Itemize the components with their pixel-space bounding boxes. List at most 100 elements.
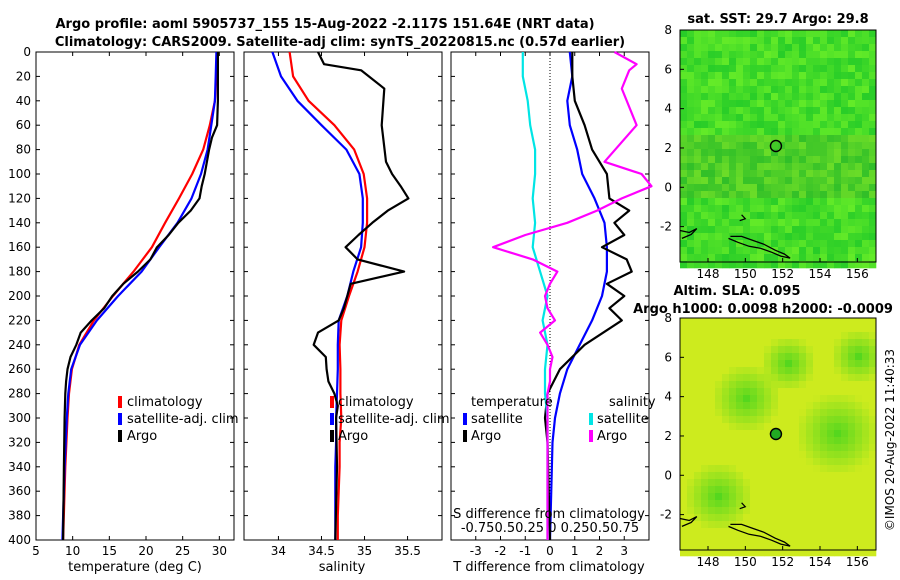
- heatmap-cell: [708, 135, 716, 143]
- heatmap-cell: [778, 549, 786, 557]
- heatmap-cell: [729, 374, 737, 382]
- heatmap-cell: [694, 114, 702, 122]
- heatmap-cell: [722, 184, 730, 192]
- heatmap-cell: [771, 149, 779, 157]
- heatmap-cell: [743, 521, 751, 529]
- heatmap-cell: [855, 409, 863, 417]
- heatmap-cell: [862, 458, 870, 466]
- legend-satellite-label: satellite-adj. clim: [127, 412, 239, 427]
- heatmap-cell: [722, 395, 730, 403]
- heatmap-cell: [757, 212, 765, 220]
- heatmap-cell: [771, 486, 779, 494]
- heatmap-cell: [729, 479, 737, 487]
- heatmap-cell: [694, 521, 702, 529]
- heatmap-cell: [785, 128, 793, 136]
- heatmap-cell: [820, 142, 828, 150]
- heatmap-cell: [827, 528, 835, 536]
- heatmap-cell: [834, 191, 842, 199]
- heatmap-cell: [792, 332, 800, 340]
- heatmap-cell: [771, 219, 779, 227]
- heatmap-cell: [708, 381, 716, 389]
- heatmap-cell: [820, 37, 828, 45]
- heatmap-cell: [694, 486, 702, 494]
- heatmap-cell: [771, 549, 779, 557]
- heatmap-cell: [785, 493, 793, 501]
- heatmap-cell: [855, 458, 863, 466]
- heatmap-cell: [862, 233, 870, 241]
- heatmap-cell: [757, 367, 765, 375]
- heatmap-cell: [841, 360, 849, 368]
- heatmap-cell: [736, 535, 744, 543]
- heatmap-cell: [855, 170, 863, 178]
- heatmap-cell: [750, 44, 758, 52]
- heatmap-cell: [715, 451, 723, 459]
- map-y-tick-label: 0: [664, 468, 672, 482]
- heatmap-cell: [834, 535, 842, 543]
- heatmap-cell: [757, 191, 765, 199]
- heatmap-cell: [778, 535, 786, 543]
- heatmap-cell: [694, 86, 702, 94]
- heatmap-cell: [841, 191, 849, 199]
- heatmap-cell: [855, 472, 863, 480]
- heatmap-cell: [806, 430, 814, 438]
- heatmap-cell: [848, 233, 856, 241]
- heatmap-cell: [722, 86, 730, 94]
- heatmap-cell: [736, 93, 744, 101]
- heatmap-cell: [841, 493, 849, 501]
- heatmap-cell: [750, 177, 758, 185]
- heatmap-cell: [708, 430, 716, 438]
- heatmap-cell: [743, 212, 751, 220]
- heatmap-cell: [834, 100, 842, 108]
- heatmap-cell: [701, 388, 709, 396]
- heatmap-cell: [827, 521, 835, 529]
- heatmap-cell: [736, 381, 744, 389]
- heatmap-cell: [701, 416, 709, 424]
- heatmap-cell: [841, 451, 849, 459]
- heatmap-cell: [722, 332, 730, 340]
- heatmap-cell: [813, 219, 821, 227]
- heatmap-cell: [855, 353, 863, 361]
- heatmap-cell: [736, 198, 744, 206]
- heatmap-cell: [715, 79, 723, 87]
- heatmap-cell: [680, 318, 688, 326]
- heatmap-cell: [729, 507, 737, 515]
- heatmap-cell: [701, 444, 709, 452]
- heatmap-cell: [827, 451, 835, 459]
- heatmap-cell: [708, 219, 716, 227]
- heatmap-cell: [715, 465, 723, 473]
- heatmap-cell: [757, 542, 765, 550]
- heatmap-cell: [813, 156, 821, 164]
- heatmap-cell: [729, 149, 737, 157]
- heatmap-cell: [680, 233, 688, 241]
- heatmap-cell: [757, 402, 765, 410]
- heatmap-cell: [813, 318, 821, 326]
- heatmap-cell: [708, 374, 716, 382]
- heatmap-cell: [743, 486, 751, 494]
- heatmap-cell: [834, 58, 842, 66]
- heatmap-cell: [813, 51, 821, 59]
- heatmap-cell: [743, 465, 751, 473]
- heatmap-cell: [848, 493, 856, 501]
- heatmap-cell: [771, 170, 779, 178]
- heatmap-cell: [701, 37, 709, 45]
- heatmap-cell: [715, 58, 723, 66]
- heatmap-cell: [820, 51, 828, 59]
- heatmap-cell: [771, 58, 779, 66]
- heatmap-cell: [862, 479, 870, 487]
- heatmap-cell: [834, 381, 842, 389]
- heatmap-cell: [708, 325, 716, 333]
- heatmap-cell: [764, 514, 772, 522]
- heatmap-cell: [813, 444, 821, 452]
- heatmap-cell: [820, 114, 828, 122]
- heatmap-cell: [764, 521, 772, 529]
- heatmap-cell: [694, 479, 702, 487]
- heatmap-cell: [869, 58, 877, 66]
- heatmap-cell: [820, 367, 828, 375]
- heatmap-cell: [855, 388, 863, 396]
- heatmap-cell: [806, 367, 814, 375]
- heatmap-cell: [694, 177, 702, 185]
- heatmap-cell: [687, 121, 695, 129]
- heatmap-cell: [778, 479, 786, 487]
- heatmap-cell: [778, 163, 786, 171]
- heatmap-cell: [687, 163, 695, 171]
